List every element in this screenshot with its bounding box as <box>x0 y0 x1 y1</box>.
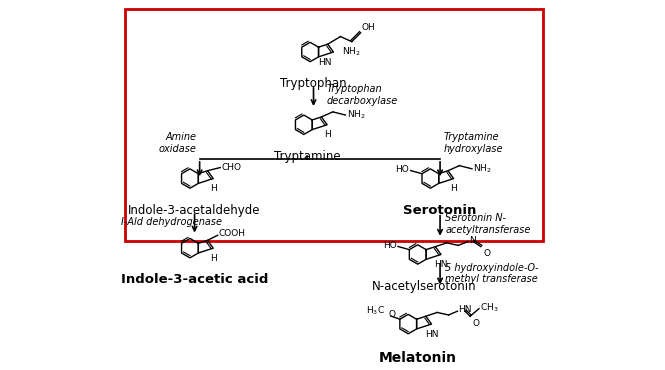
Text: Indole-3-acetic acid: Indole-3-acetic acid <box>121 273 268 286</box>
Text: O: O <box>389 310 396 319</box>
Text: HN: HN <box>425 330 438 339</box>
Text: Melatonin: Melatonin <box>379 351 457 365</box>
Text: COOH: COOH <box>219 229 246 239</box>
Text: H: H <box>210 184 217 193</box>
Text: I-Ald dehydrogenase: I-Ald dehydrogenase <box>120 216 221 226</box>
Text: Indole-3-acetaldehyde: Indole-3-acetaldehyde <box>128 204 261 217</box>
Text: O: O <box>483 249 490 258</box>
Text: Serotonin N-
acetyltransferase: Serotonin N- acetyltransferase <box>445 213 531 235</box>
Text: HN: HN <box>318 58 332 67</box>
Text: Tryptophan
decarboxylase: Tryptophan decarboxylase <box>326 84 398 106</box>
Text: HO: HO <box>396 165 410 174</box>
Text: NH$_2$: NH$_2$ <box>342 46 360 58</box>
Text: Amine
oxidase: Amine oxidase <box>158 132 196 154</box>
Text: NH$_2$: NH$_2$ <box>473 162 492 175</box>
Text: CH$_3$: CH$_3$ <box>480 301 499 314</box>
Text: Serotonin: Serotonin <box>404 204 477 217</box>
Text: HO: HO <box>383 241 397 250</box>
Text: H$_3$C: H$_3$C <box>366 305 384 317</box>
Text: N-acetylserotonin: N-acetylserotonin <box>372 280 477 293</box>
Text: CHO: CHO <box>221 163 241 172</box>
Text: N: N <box>469 236 475 245</box>
Text: O: O <box>473 319 479 328</box>
Text: Tryptophan: Tryptophan <box>280 77 347 90</box>
Text: Tryptamine: Tryptamine <box>274 150 340 163</box>
Text: H: H <box>450 184 457 193</box>
Text: OH: OH <box>362 23 376 31</box>
Text: Tryptamine
hydroxylase: Tryptamine hydroxylase <box>444 132 503 154</box>
Text: H: H <box>210 254 217 263</box>
Text: NH$_2$: NH$_2$ <box>347 109 366 121</box>
Text: 5 hydroxyindole-O-
methyl transferase: 5 hydroxyindole-O- methyl transferase <box>445 263 539 284</box>
Text: HN: HN <box>458 305 471 314</box>
Text: H: H <box>324 131 331 139</box>
Text: HN: HN <box>434 260 448 269</box>
